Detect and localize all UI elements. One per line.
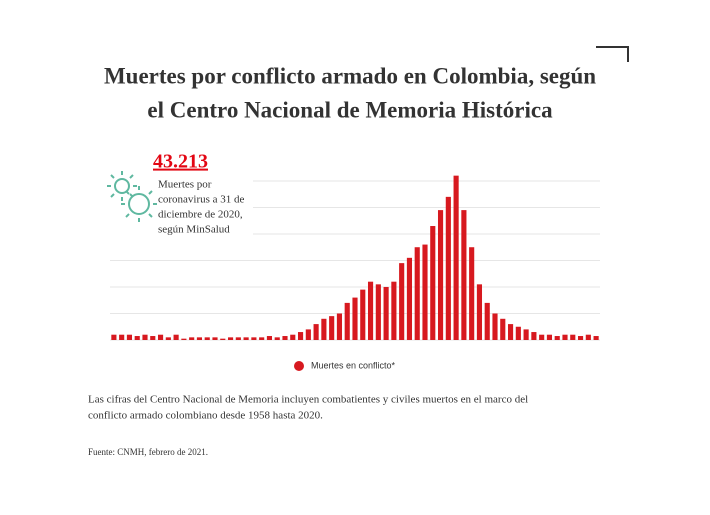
bar <box>399 263 405 340</box>
chart-title: Muertes por conflicto armado en Colombia… <box>104 63 596 88</box>
bar <box>515 326 521 340</box>
caption: conflicto armado colombiano desde 1958 h… <box>88 410 323 422</box>
bar <box>539 334 545 340</box>
bar <box>414 247 420 340</box>
bar <box>360 289 366 340</box>
bar <box>142 334 148 340</box>
bar <box>430 226 436 340</box>
bar <box>344 302 350 340</box>
legend-marker <box>294 361 304 371</box>
bar <box>352 297 358 340</box>
bar <box>274 337 280 340</box>
bar <box>266 336 273 340</box>
bar <box>157 334 164 340</box>
bar <box>546 334 553 340</box>
bar <box>212 337 218 340</box>
bar <box>507 324 514 340</box>
bar <box>484 302 490 340</box>
bar <box>554 336 560 340</box>
bar <box>243 337 249 340</box>
bar <box>111 334 117 340</box>
annotation-text: coronavirus a 31 de <box>158 194 245 206</box>
bar <box>445 196 451 340</box>
corner-mark <box>596 46 629 62</box>
bar <box>150 336 156 340</box>
bar <box>220 338 226 340</box>
bar <box>453 175 459 340</box>
bar <box>406 257 413 340</box>
bar <box>321 318 327 340</box>
bar <box>173 334 179 340</box>
bar <box>391 281 397 340</box>
bar <box>523 329 529 340</box>
caption: Las cifras del Centro Nacional de Memori… <box>88 394 528 406</box>
bar <box>531 332 537 340</box>
bar <box>577 336 584 340</box>
bar <box>422 244 428 340</box>
bar <box>593 336 599 340</box>
annotation-text: diciembre de 2020, <box>158 209 243 221</box>
bar <box>336 313 343 340</box>
bar <box>290 334 296 340</box>
bar <box>492 313 498 340</box>
bar <box>204 337 210 340</box>
bar <box>134 336 140 340</box>
bar <box>189 337 195 340</box>
annotation-text: Muertes por <box>158 179 212 191</box>
bar <box>469 247 475 340</box>
source: Fuente: CNMH, febrero de 2021. <box>88 447 208 457</box>
bar <box>562 334 568 340</box>
bar <box>375 284 381 340</box>
legend-label: Muertes en conflicto* <box>311 360 396 370</box>
bar <box>181 338 187 340</box>
bar <box>585 334 591 340</box>
bar <box>282 336 288 340</box>
annotation-number: 43.213 <box>153 151 208 173</box>
bar <box>305 329 311 340</box>
bar <box>259 337 265 340</box>
bar <box>126 334 133 340</box>
chart-title: el Centro Nacional de Memoria Histórica <box>147 97 553 122</box>
bar <box>367 281 374 340</box>
bar <box>383 286 389 340</box>
bar <box>297 332 304 340</box>
bar <box>196 337 203 340</box>
bar <box>461 210 467 340</box>
bar <box>329 316 335 340</box>
bar <box>476 284 483 340</box>
bar <box>570 334 576 340</box>
bar <box>119 334 125 340</box>
bar <box>235 337 241 340</box>
bar <box>500 318 506 340</box>
virus-icon <box>107 171 157 222</box>
bar <box>251 337 257 340</box>
bar <box>165 337 171 340</box>
bar <box>437 210 444 340</box>
annotation-text: según MinSalud <box>158 224 230 236</box>
annotation-backdrop <box>105 150 253 242</box>
bar <box>313 324 319 340</box>
bar <box>227 337 234 340</box>
